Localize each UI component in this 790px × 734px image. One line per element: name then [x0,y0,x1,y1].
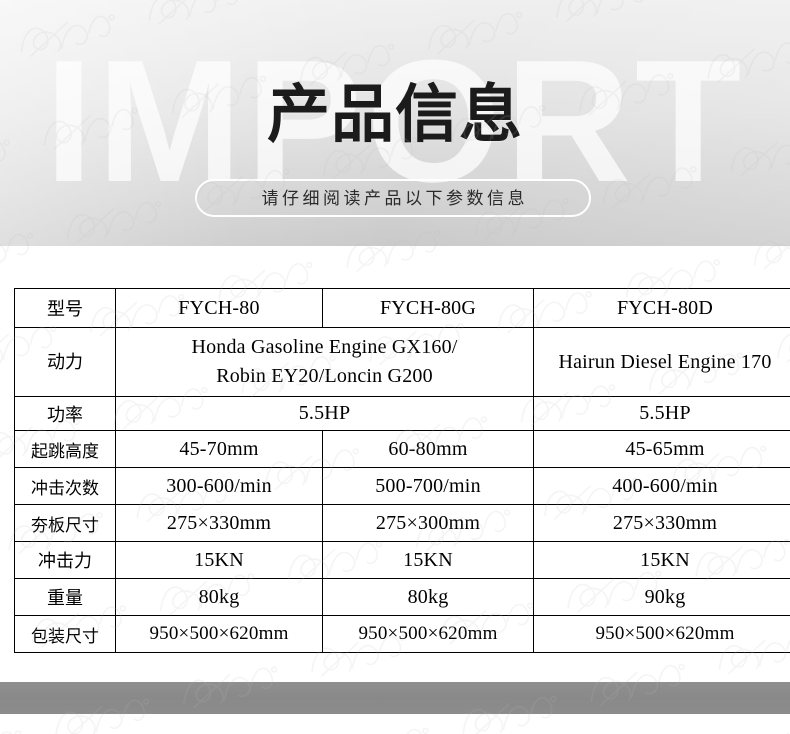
table-cell: 15KN [322,541,534,579]
spec-table-zone: 型号 FYCH-80 FYCH-80G FYCH-80D 动力 Honda Ga… [0,246,790,682]
table-row: 功率 5.5HP 5.5HP [14,396,790,431]
table-row: 夯板尺寸 275×330mm 275×300mm 275×330mm [14,504,790,542]
table-cell: 500-700/min [322,467,534,505]
row-label: 重量 [14,578,116,616]
table-cell: 80kg [115,578,323,616]
page-header-banner: IMPORT 产品信息 请仔细阅读产品以下参数信息 [0,0,790,246]
row-label: 冲击次数 [14,467,116,505]
engine-line-2: Robin EY20/Loncin G200 [216,365,433,387]
row-label: 功率 [14,396,116,431]
footer-gray-band [0,682,790,714]
row-label: 冲击力 [14,541,116,579]
table-row: 动力 Honda Gasoline Engine GX160/ Robin EY… [14,327,790,397]
table-cell: 5.5HP [533,396,790,431]
table-cell-merged: Honda Gasoline Engine GX160/ Robin EY20/… [115,327,534,397]
table-cell: FYCH-80 [115,288,323,328]
row-label: 包装尺寸 [14,615,116,653]
row-label: 动力 [14,327,116,397]
table-cell: 45-65mm [533,430,790,468]
subtitle-pill: 请仔细阅读产品以下参数信息 [195,179,591,217]
table-row: 起跳高度 45-70mm 60-80mm 45-65mm [14,430,790,468]
table-cell: 950×500×620mm [115,615,323,653]
table-cell: 15KN [533,541,790,579]
table-cell: 275×330mm [533,504,790,542]
engine-line-1: Honda Gasoline Engine GX160/ [191,336,458,358]
table-row: 冲击次数 300-600/min 500-700/min 400-600/min [14,467,790,505]
table-cell: 950×500×620mm [322,615,534,653]
table-cell: FYCH-80G [322,288,534,328]
row-label: 夯板尺寸 [14,504,116,542]
subtitle-text: 请仔细阅读产品以下参数信息 [261,188,528,208]
table-cell: 80kg [322,578,534,616]
product-spec-table: 型号 FYCH-80 FYCH-80G FYCH-80D 动力 Honda Ga… [14,288,790,653]
footer-white-strip [0,714,790,734]
table-cell: 90kg [533,578,790,616]
table-cell: 300-600/min [115,467,323,505]
table-cell: 275×330mm [115,504,323,542]
page-title: 产品信息 [267,80,523,150]
table-cell-merged: 5.5HP [115,396,534,431]
row-label: 型号 [14,288,116,328]
table-row: 重量 80kg 80kg 90kg [14,578,790,616]
table-cell: 60-80mm [322,430,534,468]
table-cell: 400-600/min [533,467,790,505]
table-cell: FYCH-80D [533,288,790,328]
table-row: 包装尺寸 950×500×620mm 950×500×620mm 950×500… [14,615,790,653]
table-cell: 275×300mm [322,504,534,542]
row-label: 起跳高度 [14,430,116,468]
table-cell: 950×500×620mm [533,615,790,653]
table-cell: Hairun Diesel Engine 170 [533,327,790,397]
table-row: 型号 FYCH-80 FYCH-80G FYCH-80D [14,288,790,328]
table-cell: 15KN [115,541,323,579]
table-cell: 45-70mm [115,430,323,468]
table-row: 冲击力 15KN 15KN 15KN [14,541,790,579]
